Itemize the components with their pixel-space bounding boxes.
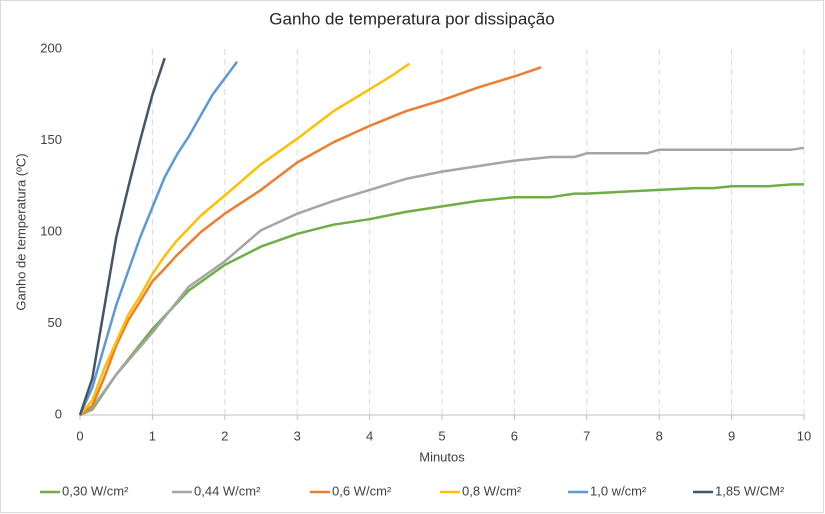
y-tick-label: 150: [40, 132, 62, 147]
series-line: [79, 146, 805, 417]
x-tick-label: 0: [76, 428, 83, 443]
series-line: [78, 61, 239, 416]
legend-label: 0,6 W/cm²: [332, 483, 392, 498]
x-tick-label: 1: [149, 428, 156, 443]
legend-label: 1,0 w/cm²: [590, 483, 647, 498]
x-axis-label: Minutos: [419, 449, 465, 464]
series-line: [78, 57, 166, 416]
x-tick-label: 4: [366, 428, 373, 443]
y-tick-label: 0: [55, 406, 62, 421]
y-tick-label: 200: [40, 40, 62, 55]
legend-label: 0,30 W/cm²: [62, 483, 129, 498]
x-tick-label: 2: [221, 428, 228, 443]
legend-label: 1,85 W/CM²: [715, 483, 785, 498]
chart-title: Ganho de temperatura por dissipação: [269, 9, 554, 28]
y-tick-label: 100: [40, 223, 62, 238]
x-tick-label: 10: [797, 428, 811, 443]
x-tick-label: 5: [438, 428, 445, 443]
x-tick-label: 3: [294, 428, 301, 443]
y-tick-label: 50: [48, 315, 62, 330]
x-tick-label: 6: [511, 428, 518, 443]
x-tick-label: 7: [583, 428, 590, 443]
series-line: [79, 66, 542, 417]
y-axis-label: Ganho de temperatura (ºC): [13, 153, 28, 310]
series-line: [79, 183, 804, 417]
series-line: [79, 62, 411, 416]
legend-label: 0,8 W/cm²: [462, 483, 522, 498]
legend-label: 0,44 W/cm²: [194, 483, 261, 498]
x-tick-label: 9: [728, 428, 735, 443]
x-tick-label: 8: [656, 428, 663, 443]
